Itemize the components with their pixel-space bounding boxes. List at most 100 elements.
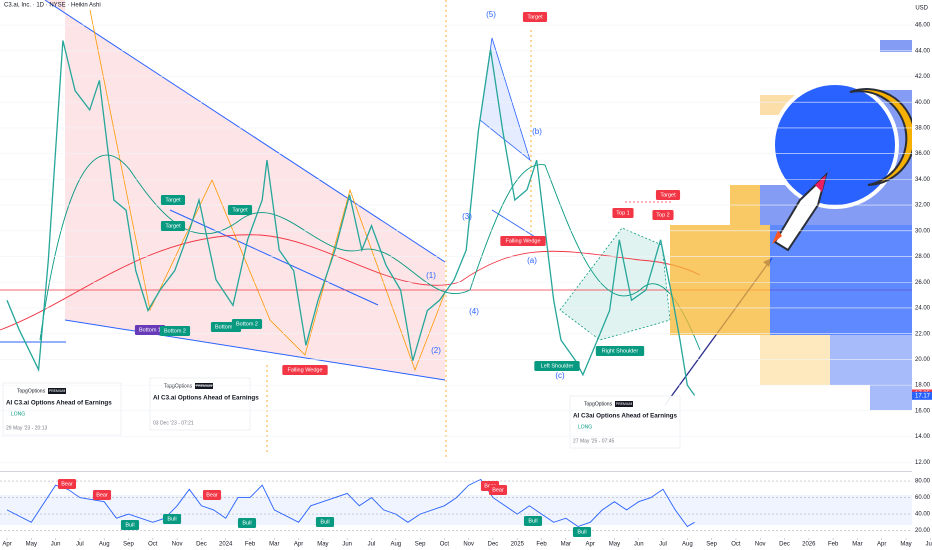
x-tick-label: May — [900, 542, 911, 548]
y-tick-label: 42.00 — [915, 74, 931, 80]
drawings — [0, 0, 912, 460]
annotation: (b) — [532, 127, 542, 136]
moving-average — [0, 234, 701, 331]
annotation: Target — [165, 197, 181, 203]
x-tick-label: Dec — [488, 542, 499, 548]
x-tick-label: May — [317, 542, 328, 548]
x-tick-label: Jul — [368, 542, 376, 548]
x-tick-label: Jun — [342, 542, 352, 548]
x-tick-label: Feb — [828, 542, 839, 548]
annotation: Top 2 — [656, 212, 669, 218]
annotation-box — [315, 517, 335, 527]
y-tick-label: 18.00 — [915, 383, 931, 389]
annotation-box — [500, 236, 546, 246]
x-tick-label: Nov — [172, 542, 183, 548]
moving-average — [39, 154, 701, 351]
x-tick-label: Nov — [463, 542, 474, 548]
profile-bar — [830, 335, 912, 385]
y-tick-label: 60.00 — [915, 495, 931, 501]
trend-line — [64, 319, 446, 381]
annotation: Bottom 1 — [215, 324, 237, 330]
annotation-box — [572, 527, 592, 537]
annotation: Bull — [242, 520, 251, 526]
y-tick-label: 28.00 — [915, 254, 931, 260]
x-tick-label: Jun — [51, 542, 61, 548]
y-tick-label: 20.00 — [915, 357, 931, 363]
annotation: Falling Wedge — [505, 238, 540, 244]
price-axis — [912, 0, 932, 550]
x-tick-label: Oct — [731, 542, 741, 548]
annotation: Bull — [167, 516, 176, 522]
annotation: (4) — [469, 307, 479, 316]
currency: USD — [915, 6, 928, 12]
card-date: 03 Dec '23 - 07:21 — [153, 420, 194, 426]
annotation: Bottom 2 — [164, 328, 186, 334]
annotation: Bull — [320, 519, 329, 525]
card-author: TopgOptions — [17, 388, 46, 394]
annotation-box — [237, 518, 257, 528]
x-tick-label: Dec — [779, 542, 790, 548]
y-tick-label: 36.00 — [915, 151, 931, 157]
annotation-box — [523, 516, 543, 526]
annotation: Bottom 1 — [139, 327, 161, 333]
x-tick-label: Apr — [585, 542, 594, 548]
annotation-box — [92, 490, 112, 500]
trend-line — [44, 0, 446, 263]
card-badge — [195, 383, 213, 389]
x-tick-label: May — [609, 542, 620, 548]
card-badge-text: PREMIUM — [49, 389, 66, 393]
x-tick-label: Feb — [245, 542, 256, 548]
annotation-box — [162, 514, 182, 524]
y-tick-label: 34.00 — [915, 177, 931, 183]
card-badge-text: PREMIUM — [196, 384, 213, 388]
trend-line — [491, 209, 541, 241]
annotation: Bull — [125, 522, 134, 528]
x-tick-label: 2025 — [511, 542, 525, 548]
x-tick-label: Apr — [877, 542, 886, 548]
annotation: Target — [232, 207, 248, 213]
price-tag-label: 17.17 — [915, 393, 931, 399]
x-tick-label: Aug — [390, 542, 401, 548]
annotation: Bear — [96, 492, 108, 498]
x-tick-label: Jul — [659, 542, 667, 548]
annotation: (c) — [555, 371, 565, 380]
annotation: (2) — [431, 346, 441, 355]
x-tick-label: Mar — [852, 542, 862, 548]
y-tick-label: 22.00 — [915, 331, 931, 337]
pane-separator — [0, 471, 912, 472]
annotation-box — [160, 195, 186, 205]
annotation: Bottom 2 — [236, 321, 258, 327]
card-title: AI C3ai Options Ahead of Earnings — [573, 413, 678, 420]
crescent — [849, 88, 916, 186]
rsi-band — [0, 495, 912, 525]
y-tick-label: 40.00 — [915, 100, 931, 106]
profile-bar — [870, 385, 912, 410]
rsi-line — [6, 478, 695, 528]
y-tick-label: 16.00 — [915, 408, 931, 414]
x-tick-label: Feb — [536, 542, 547, 548]
y-tick-label: 30.00 — [915, 228, 931, 234]
annotation: (3) — [462, 212, 472, 221]
x-tick-label: Mar — [561, 542, 571, 548]
annotation-box — [227, 205, 253, 215]
rocket-flame — [772, 230, 782, 244]
card-author: TopgOptions — [584, 401, 613, 407]
annotation-box — [488, 485, 508, 495]
y-tick-label: 38.00 — [915, 126, 931, 132]
annotation: Top 1 — [616, 210, 629, 216]
card-title: AI C3.ai Options Ahead of Earnings — [153, 395, 259, 402]
x-tick-label: Sep — [123, 542, 134, 548]
x-tick-label: Jul — [76, 542, 84, 548]
annotation: Target — [165, 223, 181, 229]
card-direction: LONG — [578, 424, 592, 430]
annotation-box — [534, 361, 580, 371]
card-badge — [615, 401, 633, 407]
rocket-logo — [771, 81, 916, 252]
y-tick-label: 32.00 — [915, 203, 931, 209]
annotation-box — [231, 319, 263, 329]
x-tick-label: Mar — [269, 542, 279, 548]
volume-profile — [670, 40, 912, 410]
y-tick-label: 80.00 — [915, 479, 931, 485]
